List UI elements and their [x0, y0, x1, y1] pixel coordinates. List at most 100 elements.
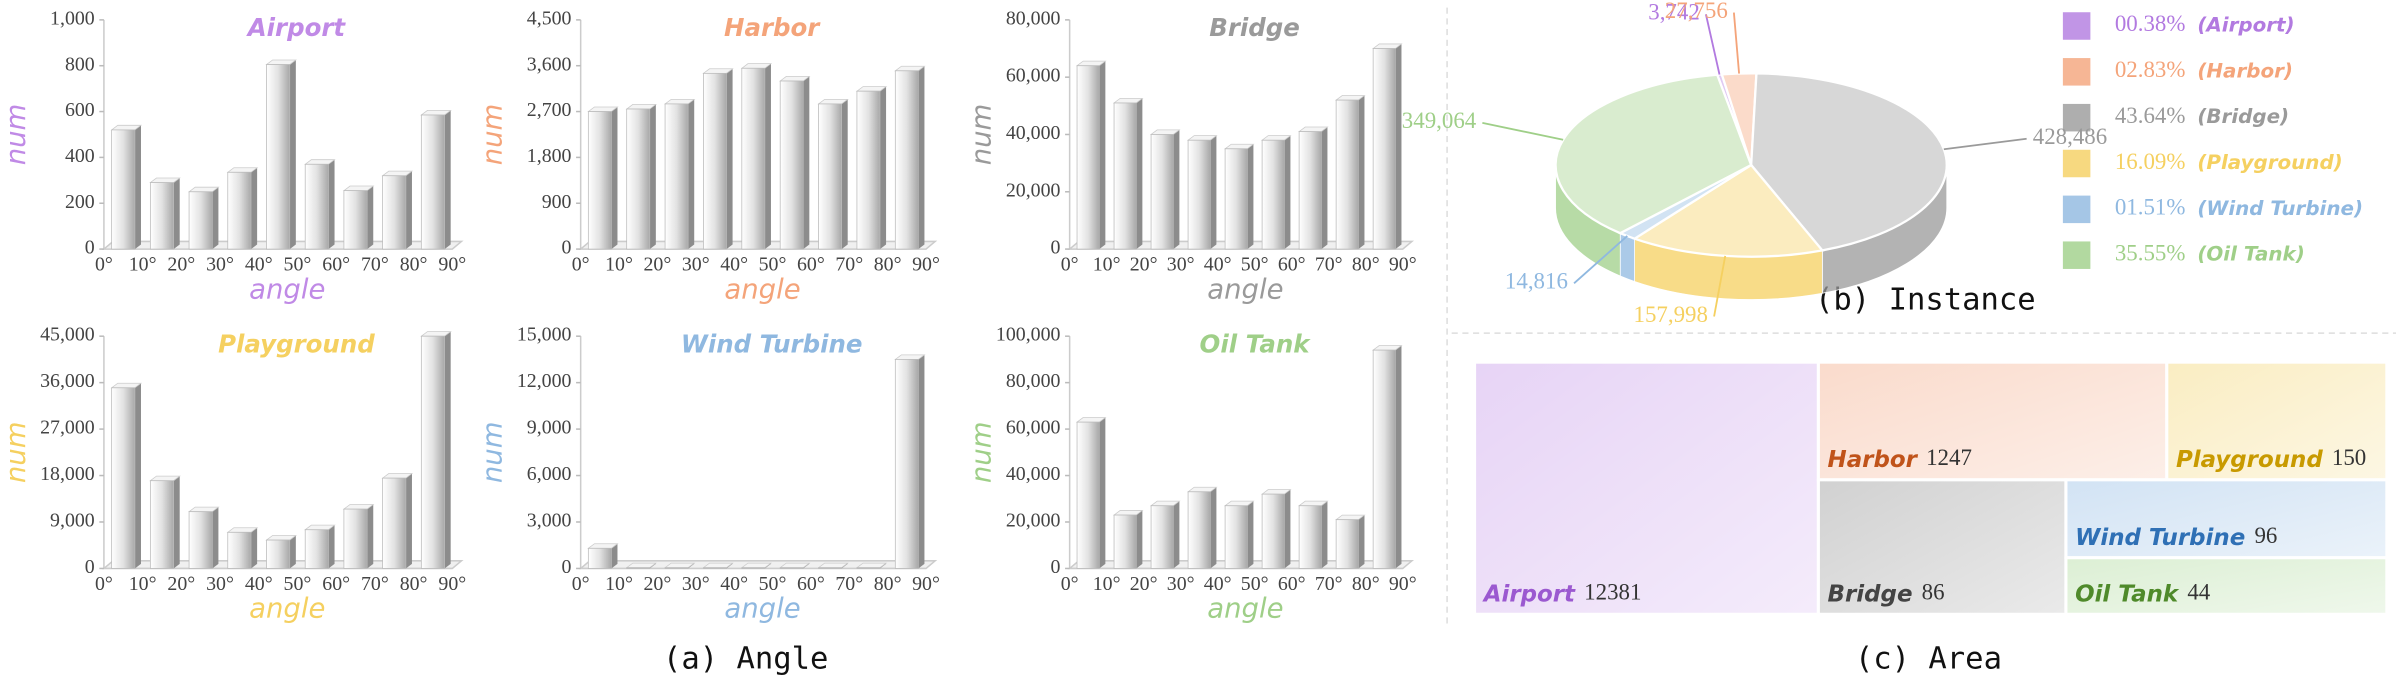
bar-side [1210, 487, 1217, 569]
tile-label: Playground 150 [2176, 445, 2366, 472]
bar [343, 508, 368, 569]
bar-side [251, 527, 258, 569]
bar [1372, 349, 1396, 569]
bar [420, 114, 445, 250]
x-tick-label: 20° [643, 573, 671, 595]
bar-side [173, 476, 180, 569]
x-tick-label: 30° [1167, 253, 1195, 275]
bar-side [1173, 501, 1180, 569]
x-tick-label: 60° [322, 253, 350, 275]
x-tick-label: 60° [322, 573, 350, 595]
y-axis-label: num [0, 104, 32, 166]
x-axis-label: angle [1207, 593, 1283, 625]
legend-label: (Oil Tank) [2197, 243, 2305, 266]
x-tick-label: 0° [95, 573, 113, 595]
x-tick-label: 0° [1061, 573, 1079, 595]
y-tick-label: 15,000 [517, 324, 572, 346]
tile-name: Harbor [1828, 446, 1919, 472]
bar [1150, 134, 1174, 250]
x-tick-label: 80° [874, 253, 902, 275]
bar-side [1395, 345, 1402, 569]
x-tick-label: 30° [206, 253, 234, 275]
bar [1113, 514, 1137, 569]
bar [1261, 493, 1285, 569]
y-tick-label: 3,000 [527, 510, 572, 532]
value-label: 14,816 [1505, 269, 1568, 294]
tile-sheen [1818, 362, 2167, 480]
bar-side [444, 331, 451, 569]
x-tick-label: 50° [1241, 573, 1269, 595]
bar [779, 80, 804, 250]
bar-side [1247, 144, 1254, 250]
bar [1298, 131, 1322, 250]
bar-side [1395, 43, 1402, 250]
y-tick-label: 600 [65, 99, 95, 121]
x-tick-label: 50° [759, 253, 787, 275]
tile-label: Bridge 86 [1828, 580, 1945, 607]
y-tick-label: 100,000 [996, 324, 1061, 346]
value-label: 349,064 [1402, 108, 1477, 133]
y-tick-label: 45,000 [40, 324, 95, 346]
legend-percent: 16.09% [2115, 149, 2186, 174]
y-tick-label: 0 [562, 556, 572, 578]
x-tick-label: 50° [284, 253, 312, 275]
tile-label: Harbor 1247 [1828, 445, 1972, 472]
y-tick-label: 200 [65, 191, 95, 213]
tile-sheen [1474, 362, 1819, 615]
x-tick-label: 40° [720, 573, 748, 595]
caption: (c) Area [1855, 642, 2002, 677]
value-label: 157,998 [1634, 302, 1708, 327]
x-tick-label: 90° [1389, 253, 1417, 275]
panel-title: Bridge [1209, 13, 1300, 42]
bar-side [1099, 61, 1106, 250]
bar [894, 70, 919, 250]
bar [1187, 139, 1211, 250]
x-axis-label: angle [724, 273, 800, 305]
leader-line [1482, 122, 1564, 141]
x-tick-label: 40° [245, 573, 273, 595]
bar [111, 129, 136, 250]
bar [382, 477, 407, 569]
x-tick-label: 80° [400, 253, 428, 275]
y-tick-label: 1,000 [50, 7, 95, 29]
x-tick-label: 0° [572, 253, 590, 275]
x-tick-label: 20° [167, 573, 195, 595]
y-tick-label: 1,800 [527, 145, 572, 167]
x-tick-label: 90° [912, 253, 940, 275]
bar-side [726, 68, 733, 250]
x-tick-label: 10° [1093, 573, 1121, 595]
bar [1076, 421, 1100, 569]
bar [266, 64, 291, 250]
x-tick-label: 60° [797, 573, 825, 595]
tile-name: Wind Turbine [2075, 524, 2245, 550]
tile-sheen [2166, 362, 2387, 480]
x-tick-label: 50° [1241, 253, 1269, 275]
y-tick-label: 60,000 [1006, 65, 1061, 87]
y-tick-label: 9,000 [50, 510, 95, 532]
pie-slice [1554, 73, 1753, 235]
bar [703, 567, 727, 569]
leader-line [1732, 12, 1740, 74]
x-tick-label: 10° [129, 573, 157, 595]
tile-name: Oil Tank [2075, 581, 2180, 607]
bar [1076, 65, 1100, 250]
legend-percent: 01.51% [2115, 195, 2186, 220]
panel-title: Wind Turbine [681, 329, 863, 358]
bar [420, 335, 445, 569]
x-tick-label: 40° [720, 253, 748, 275]
legend-swatch [2062, 58, 2091, 86]
x-tick-label: 0° [1061, 253, 1079, 275]
bar [304, 529, 329, 569]
y-tick-label: 0 [85, 556, 95, 578]
bar [626, 567, 651, 569]
x-tick-label: 90° [438, 573, 466, 595]
x-axis-label: angle [724, 593, 800, 625]
legend-percent: 02.83% [2115, 57, 2186, 82]
bar-side [134, 125, 141, 250]
pie-slice [1749, 72, 1948, 252]
tile-sheen [2065, 479, 2387, 558]
y-tick-label: 2,700 [527, 99, 572, 121]
x-tick-label: 20° [167, 253, 195, 275]
x-tick-label: 10° [605, 253, 633, 275]
bar [741, 67, 766, 250]
